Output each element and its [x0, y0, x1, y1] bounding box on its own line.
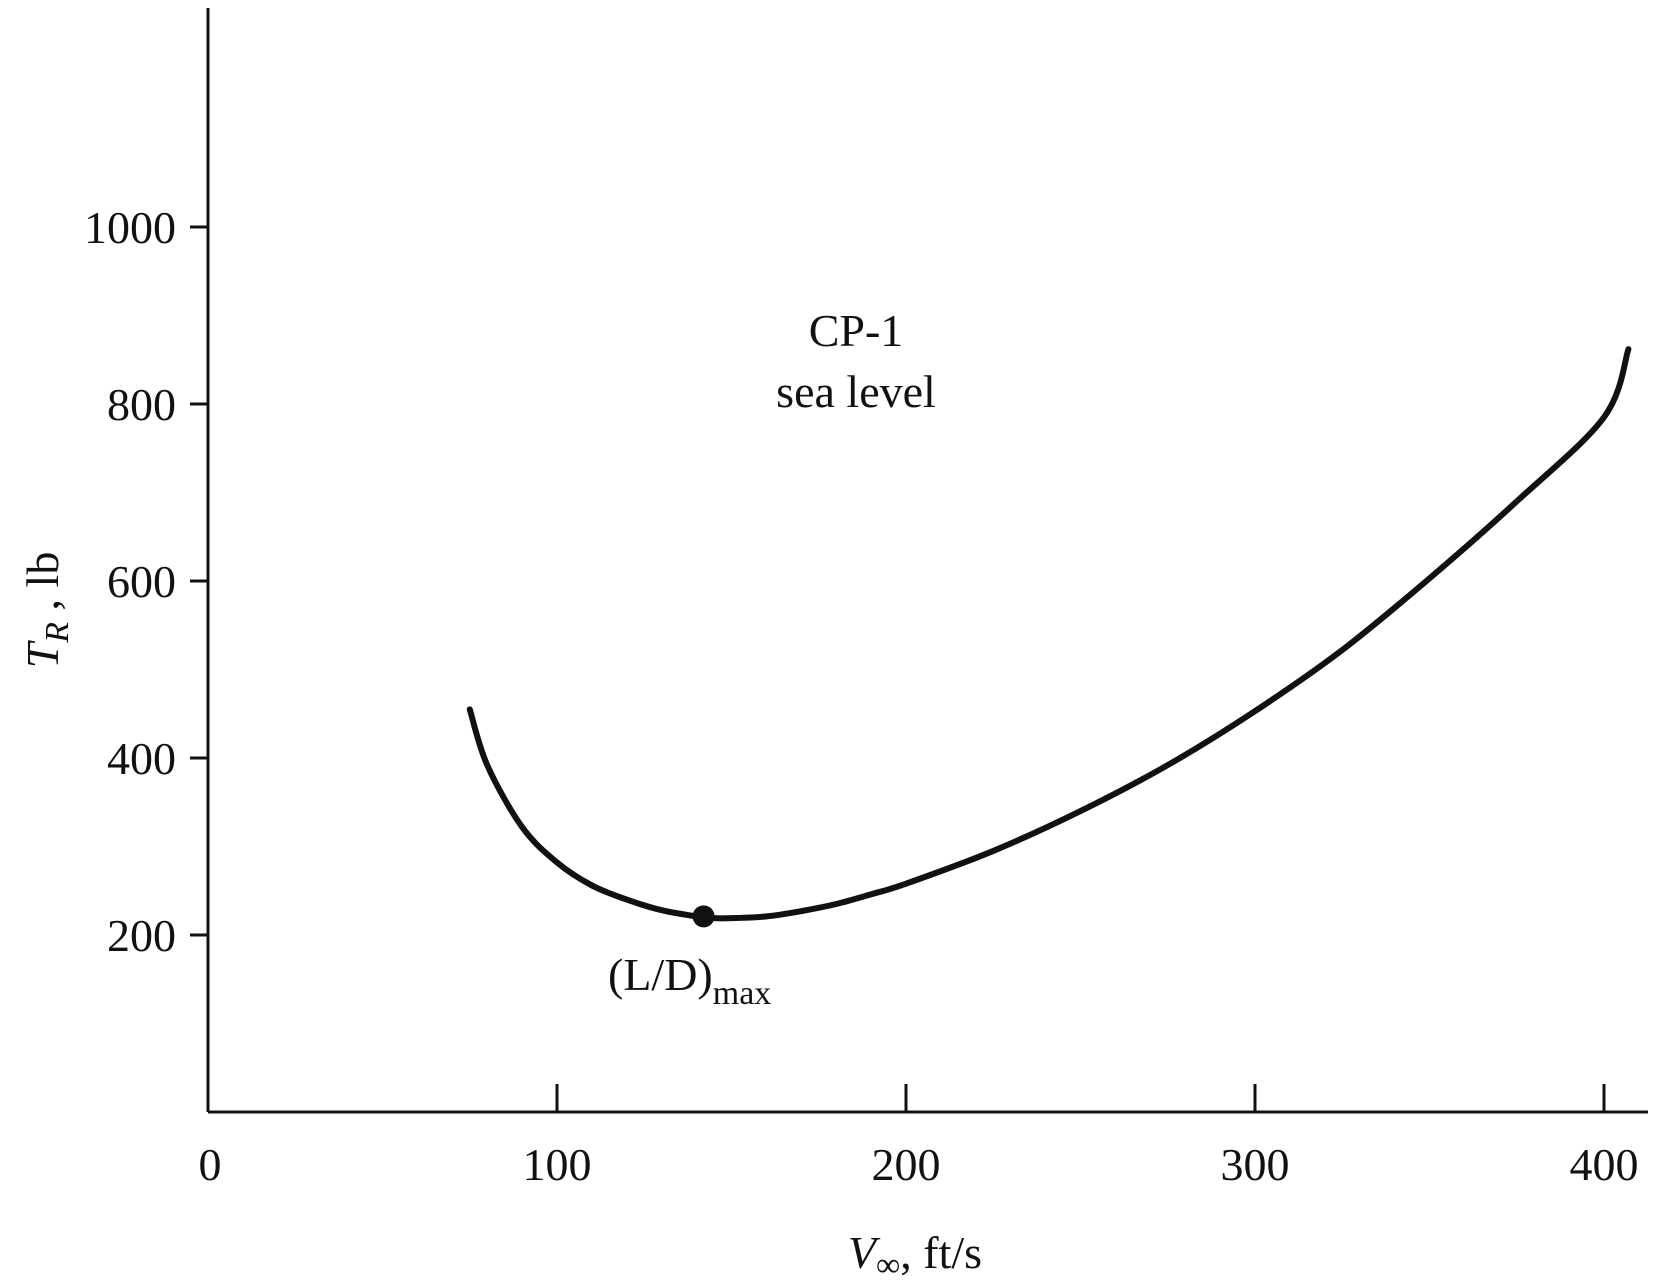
x-axis-label: V∞, ft/s [848, 1227, 982, 1283]
y-tick-label: 200 [107, 910, 176, 961]
x-tick-label: 400 [1570, 1139, 1639, 1190]
chart-annotation-line-2: sea level [776, 366, 936, 417]
ld-max-label: (L/D)max [608, 949, 771, 1012]
x-tick-label: 200 [872, 1139, 941, 1190]
y-axis-label: TR , lb [17, 552, 76, 669]
x-tick-label: 300 [1221, 1139, 1290, 1190]
y-tick-label: 400 [107, 733, 176, 784]
ticks-layer: 0 100 200 300 400 200 400 600 800 1000 [84, 202, 1639, 1190]
chart-annotation-line-1: CP-1 [809, 305, 904, 356]
x-tick-label: 0 [199, 1139, 222, 1190]
ld-max-point-marker [692, 905, 715, 928]
y-tick-label: 600 [107, 556, 176, 607]
y-tick-label: 800 [107, 379, 176, 430]
thrust-required-curve [466, 346, 1632, 922]
y-tick-label: 1000 [84, 202, 176, 253]
x-tick-label: 100 [523, 1139, 592, 1190]
